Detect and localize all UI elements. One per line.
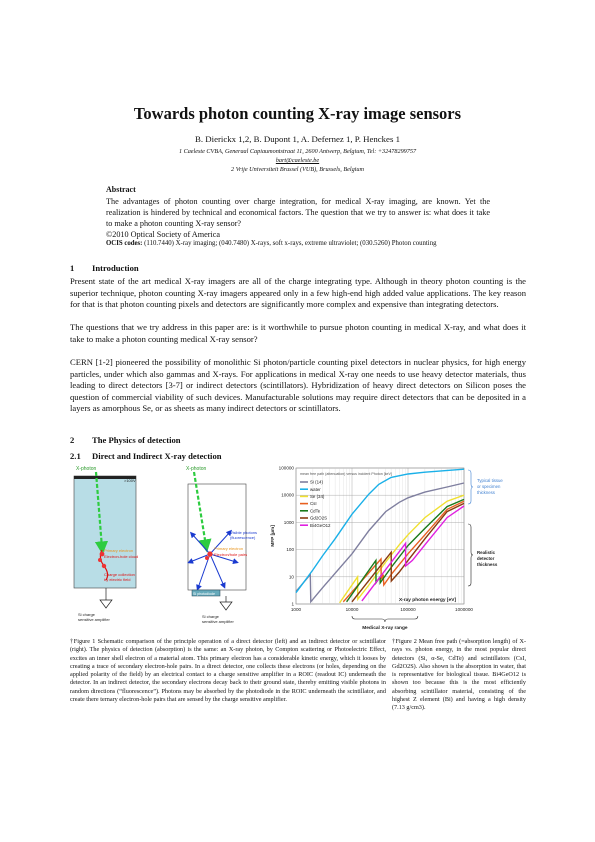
section-title: Introduction (92, 263, 139, 273)
figure-1-caption: †Figure 1 Schematic comparison of the pr… (70, 638, 386, 704)
amp-right: sensitive amplifier (202, 619, 234, 624)
legend-label-1: water (310, 487, 321, 492)
ocis-codes: OCIS codes: (110.7440) X-ray imaging; (0… (106, 240, 506, 247)
section-title: Direct and Indirect X-ray detection (92, 451, 222, 461)
y-tick-label: 1000 (284, 520, 295, 525)
detector-annotation-line: thickness (477, 562, 498, 567)
direct-detector-block (73, 475, 137, 589)
medical-range-brace (351, 615, 419, 623)
ocis-text: (110.7440) X-ray imaging; (040.7480) X-r… (144, 240, 437, 247)
ocis-label: OCIS codes: (106, 240, 143, 247)
amp-left: sensitive amplifier (78, 617, 110, 622)
electron-dot (99, 551, 105, 557)
visible-photons-label: Visible photons (230, 530, 257, 535)
electron-dot (98, 558, 102, 562)
legend-label-0: Si (14) (310, 480, 323, 485)
cloud-label: Electron-hole cloud (104, 554, 138, 559)
subsection-direct-heading: 2.1 Direct and Indirect X-ray detection (70, 451, 222, 461)
primary-electron-label-right: Primary electron (214, 546, 243, 551)
x-axis-label: X-ray photon energy [eV] (399, 597, 456, 603)
y-tick-label: 10 (289, 574, 295, 579)
paragraph-1: Present state of the art medical X-ray i… (70, 276, 526, 309)
si-charge-left: Si charge (78, 612, 96, 617)
tissue-annotation-line: Typical tissue (477, 478, 503, 483)
detector-annotation-line: detector (477, 556, 495, 561)
series-line-2 (339, 494, 465, 604)
series-line-3 (342, 500, 465, 603)
y-tick-label: 100000 (279, 466, 295, 471)
xphoton-label-left: X-photon (76, 466, 97, 472)
series-line-6 (361, 505, 465, 602)
electron-dot (101, 563, 107, 569)
xphoton-arrow-left (94, 471, 109, 555)
amplifier-icon (219, 601, 233, 611)
tissue-brace (467, 469, 474, 505)
x-tick-label: 100000 (400, 607, 416, 612)
visible-photon-rays (187, 529, 239, 591)
affiliation-2: 2 Vrije Universiteit Brussel (VUB), Brus… (231, 166, 364, 173)
xphoton-label-right: X-photon (186, 466, 207, 472)
affiliation-1: 1 Caeleste CVBA, Generaal Capiaumontstra… (178, 148, 417, 155)
abstract-body: The advantages of photon counting over c… (106, 197, 490, 228)
photodiode-label: Si photodiode (193, 592, 215, 596)
figure-1-diagram: X-photon >100V Primary electron Electron… (73, 466, 257, 624)
scintillator-block (187, 483, 247, 591)
collection-label: Charge collection (104, 572, 135, 577)
amplifier-icon (99, 599, 113, 609)
y-tick-label: 10000 (281, 493, 294, 498)
medical-range-label: Medical X-ray range (362, 625, 408, 631)
si-charge-right: Si charge (202, 614, 220, 619)
legend-label-6: Bi4GeO12 (310, 523, 331, 528)
section-number: 1 (70, 263, 75, 273)
bias-label: >100V (124, 478, 136, 483)
paragraph-3: CERN [1-2] pioneered the possibility of … (70, 357, 526, 413)
section-number: 2 (70, 435, 75, 445)
xphoton-arrow-right (192, 471, 212, 553)
detector-annotation-line: Realistic (477, 550, 496, 555)
paragraph-2: The questions that we try address in thi… (70, 322, 526, 344)
x-tick-label: 1000 (291, 607, 302, 612)
series-line-1 (295, 468, 465, 594)
detector-brace (467, 523, 474, 587)
top-electrode (74, 476, 136, 479)
electron-dot (205, 556, 209, 560)
field-label: by electric field (104, 577, 130, 582)
abstract-heading: Abstract (106, 185, 136, 194)
legend-label-2: Se (34) (310, 494, 325, 499)
figure-2-chart: 1000 10000 100000 1000000 1 10 100 1000 10000 100… (270, 466, 503, 632)
pairs-label: Electron/hole pairs (214, 552, 247, 557)
section-number: 2.1 (70, 451, 81, 461)
electron-dot (207, 551, 213, 557)
author-email[interactable]: bart@caeleste.be (275, 157, 320, 164)
series-line-0 (295, 482, 465, 604)
y-tick-label: 100 (286, 547, 294, 552)
y-axis-label: MFP [µm] (270, 525, 276, 547)
figure-2-caption: †Figure 2 Mean free path (=absorption le… (392, 638, 526, 712)
photodiode-rect (191, 589, 221, 597)
legend-label-4: CdTe (310, 508, 321, 513)
series-line-5 (351, 502, 465, 603)
y-tick-label: 1 (291, 602, 294, 607)
author-list: B. Dierickx 1,2, B. Dupont 1, A. Deferne… (195, 134, 400, 144)
tissue-annotation-line: or specimen (477, 484, 501, 489)
fluorescence-label: (fluorescence) (230, 535, 256, 540)
section-title: The Physics of detection (92, 435, 181, 445)
section-intro-heading: 1 Introduction (70, 263, 139, 273)
primary-electron-label: Primary electron (104, 548, 133, 553)
section-physics-heading: 2 The Physics of detection (70, 435, 181, 445)
legend-label-5: Gd2O2S (310, 516, 327, 521)
paper-title: Towards photon counting X-ray image sens… (133, 104, 462, 123)
x-tick-label: 10000 (346, 607, 359, 612)
chart-title: mean free path (attenuation) versus inci… (300, 472, 392, 476)
tissue-annotation-line: thickness (477, 490, 495, 495)
copyright: ©2010 Optical Society of America (106, 230, 220, 239)
legend-label-3: CsI (310, 501, 317, 506)
x-tick-label: 1000000 (455, 607, 473, 612)
